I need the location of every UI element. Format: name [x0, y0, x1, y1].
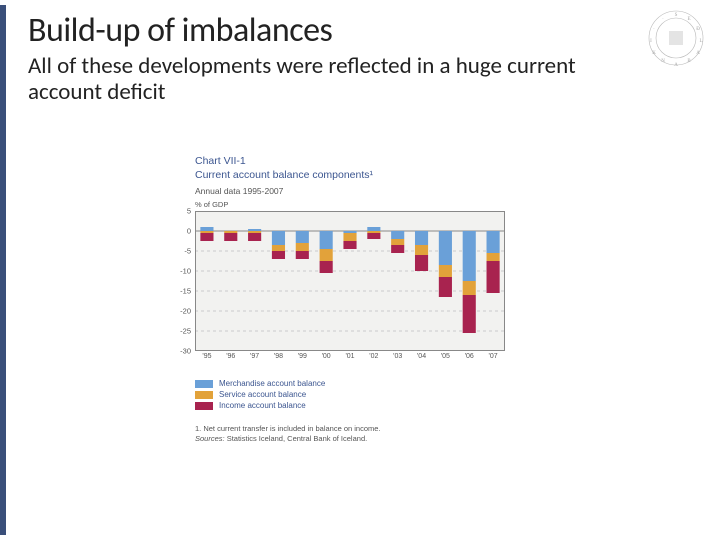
x-tick-label: '95 [202, 353, 211, 360]
slide: Build-up of imbalances All of these deve… [0, 0, 720, 540]
y-tick-label: -15 [180, 287, 191, 296]
legend: Merchandise account balance Service accou… [195, 379, 555, 410]
x-tick-label: '02 [369, 353, 378, 360]
x-tick-label: '04 [417, 353, 426, 360]
legend-swatch-icon [195, 402, 213, 410]
y-tick-label: -25 [180, 327, 191, 336]
bar-merchandise [415, 231, 428, 245]
bar-merchandise [487, 231, 500, 253]
legend-label: Service account balance [219, 390, 306, 399]
chart-number: Chart VII-1 [195, 155, 555, 169]
bar-merchandise [439, 231, 452, 265]
bar-service [296, 243, 309, 251]
svg-text:·: · [653, 27, 655, 32]
legend-item: Income account balance [195, 401, 555, 410]
x-tick-label: '96 [226, 353, 235, 360]
footnote-text: 1. Net current transfer is included in b… [195, 424, 555, 434]
bar-service [224, 231, 237, 233]
y-tick-label: -30 [180, 347, 191, 356]
bar-merchandise [463, 231, 476, 281]
legend-label: Income account balance [219, 401, 306, 410]
bar-income [463, 295, 476, 333]
bar-service [391, 239, 404, 245]
x-tick-label: '01 [345, 353, 354, 360]
svg-text:Ð: Ð [696, 27, 700, 32]
bar-service [320, 249, 333, 261]
legend-item: Service account balance [195, 390, 555, 399]
sources-label: Sources: [195, 434, 225, 443]
bar-merchandise [272, 231, 285, 245]
bar-income [272, 251, 285, 259]
svg-text:A: A [674, 63, 678, 68]
svg-text:K: K [652, 51, 656, 56]
x-tick-label: '03 [393, 353, 402, 360]
chart: Chart VII-1 Current account balance comp… [195, 155, 555, 444]
sources-text: Statistics Iceland, Central Bank of Icel… [227, 434, 368, 443]
y-tick-label: -20 [180, 307, 191, 316]
chart-svg [195, 211, 505, 351]
bar-service [463, 281, 476, 295]
x-tick-label: '07 [489, 353, 498, 360]
bar-income [367, 233, 380, 239]
x-tick-label: '97 [250, 353, 259, 360]
bar-service [487, 253, 500, 261]
legend-swatch-icon [195, 380, 213, 388]
bar-service [248, 231, 261, 233]
y-tick-label: 0 [187, 227, 191, 236]
chart-y-axis-label: % of GDP [195, 200, 555, 209]
svg-text:B: B [687, 59, 691, 64]
bar-merchandise [248, 229, 261, 231]
plot-area: 50-5-10-15-20-25-30'95'96'97'98'99'00'01… [195, 211, 505, 351]
bar-income [320, 261, 333, 273]
bar-income [200, 233, 213, 241]
bar-income [391, 245, 404, 253]
bar-merchandise [391, 231, 404, 239]
svg-text:·: · [662, 17, 664, 22]
bar-merchandise [200, 227, 213, 231]
bar-income [487, 261, 500, 293]
bar-income [296, 251, 309, 259]
legend-swatch-icon [195, 391, 213, 399]
bar-service [200, 231, 213, 233]
bar-merchandise [367, 227, 380, 231]
bar-income [224, 233, 237, 241]
svg-text:N: N [661, 59, 665, 64]
x-tick-label: '00 [322, 353, 331, 360]
y-tick-label: -10 [180, 267, 191, 276]
subtitle: All of these developments were reflected… [28, 53, 598, 106]
chart-subtitle: Annual data 1995-2007 [195, 186, 555, 196]
bar-income [415, 255, 428, 271]
cbi-logo-icon: S E Ð L A B A N K I · · [646, 8, 706, 68]
x-tick-label: '05 [441, 353, 450, 360]
bar-merchandise [343, 231, 356, 233]
bar-service [343, 233, 356, 241]
chart-title: Current account balance components¹ [195, 169, 555, 183]
bar-income [248, 233, 261, 241]
bar-income [343, 241, 356, 249]
svg-text:I: I [650, 39, 652, 44]
svg-text:L: L [699, 39, 702, 44]
x-tick-label: '06 [465, 353, 474, 360]
decorative-left-bar [0, 5, 6, 535]
bar-service [415, 245, 428, 255]
bar-income [439, 277, 452, 297]
bar-merchandise [320, 231, 333, 249]
y-tick-label: 5 [187, 207, 191, 216]
bar-service [439, 265, 452, 277]
x-tick-label: '98 [274, 353, 283, 360]
svg-text:A: A [696, 51, 700, 56]
bar-service [272, 245, 285, 251]
bar-merchandise [296, 231, 309, 243]
x-tick-label: '99 [298, 353, 307, 360]
page-title: Build-up of imbalances [28, 10, 692, 51]
chart-header: Chart VII-1 Current account balance comp… [195, 155, 555, 182]
bar-service [367, 231, 380, 233]
legend-label: Merchandise account balance [219, 379, 325, 388]
legend-item: Merchandise account balance [195, 379, 555, 388]
svg-text:E: E [687, 17, 690, 22]
chart-footnote: 1. Net current transfer is included in b… [195, 424, 555, 444]
svg-text:S: S [675, 13, 678, 18]
y-tick-label: -5 [184, 247, 191, 256]
